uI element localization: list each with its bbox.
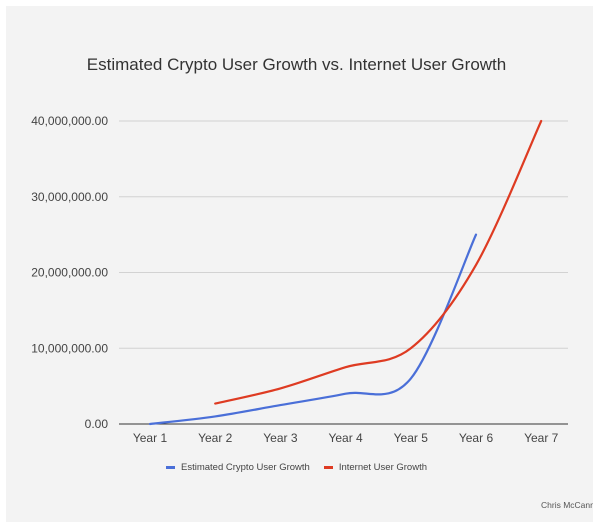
x-tick-label: Year 4 (328, 431, 363, 445)
y-tick-label: 10,000,000.00 (31, 341, 108, 355)
chart-legend: Estimated Crypto User Growth Internet Use… (0, 462, 593, 473)
chart-card (6, 6, 593, 522)
x-tick-label: Year 5 (394, 431, 429, 445)
legend-item: Internet User Growth (323, 462, 427, 473)
chart-title: Estimated Crypto User Growth vs. Interne… (86, 55, 507, 74)
series-line-internet (214, 119, 543, 405)
series-line-crypto (148, 233, 478, 426)
chart-credit: Chris McCann (541, 500, 593, 510)
x-tick-label: Year 6 (459, 431, 494, 445)
gridlines (119, 120, 568, 349)
legend-swatch (166, 466, 175, 469)
y-tick-label: 30,000,000.00 (31, 190, 108, 204)
legend-item: Estimated Crypto User Growth (166, 462, 310, 473)
y-tick-label: 0.00 (85, 417, 109, 431)
legend-label: Estimated Crypto User Growth (181, 462, 310, 473)
x-tick-label: Year 1 (133, 431, 168, 445)
legend-label: Internet User Growth (338, 462, 427, 473)
x-tick-label: Year 7 (524, 431, 559, 445)
legend-swatch (323, 466, 333, 469)
y-tick-label: 40,000,000.00 (31, 114, 108, 128)
y-tick-label: 20,000,000.00 (31, 266, 108, 280)
series-lines (148, 119, 543, 426)
x-tick-label: Year 3 (263, 431, 298, 445)
x-tick-label: Year 2 (198, 431, 233, 445)
axes: 0.00 10,000,000.00 20,000,000.00 30,000,000… (31, 114, 568, 445)
